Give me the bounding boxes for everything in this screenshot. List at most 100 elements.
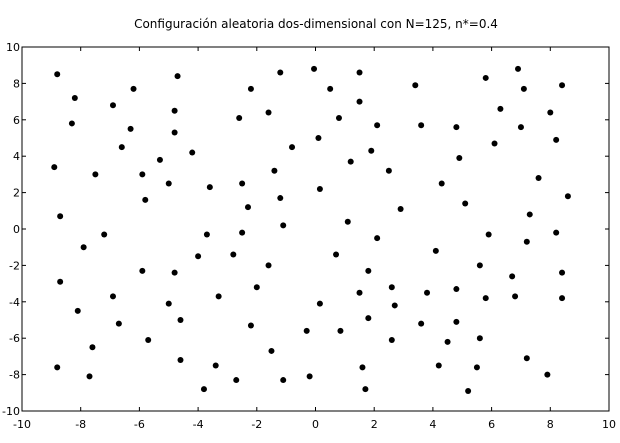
scatter-point <box>523 238 530 245</box>
scatter-point <box>101 231 108 238</box>
scatter-point <box>362 386 369 393</box>
y-tick-label: 2 <box>13 187 20 200</box>
scatter-point <box>315 135 322 141</box>
scatter-point <box>200 386 207 393</box>
scatter-point <box>453 318 460 325</box>
scatter-point <box>365 315 372 322</box>
scatter-point <box>68 120 75 127</box>
scatter-point <box>356 289 363 296</box>
scatter-point <box>473 364 480 371</box>
scatter-point <box>432 247 439 254</box>
scatter-point <box>523 355 530 362</box>
scatter-point <box>239 180 246 187</box>
data-points <box>51 65 571 394</box>
scatter-point <box>559 269 566 276</box>
scatter-point <box>277 195 284 202</box>
scatter-point <box>80 244 87 251</box>
scatter-point <box>74 307 81 314</box>
scatter-point <box>277 69 284 76</box>
scatter-point <box>333 251 340 258</box>
scatter-point <box>311 65 318 72</box>
x-tick-label: -2 <box>251 418 262 431</box>
x-tick-label: 10 <box>602 418 616 431</box>
scatter-point <box>236 114 243 121</box>
scatter-point <box>239 229 246 236</box>
scatter-point <box>233 377 240 384</box>
scatter-point <box>356 69 363 76</box>
y-tick-label: -8 <box>9 369 20 382</box>
scatter-point <box>171 129 178 136</box>
scatter-point <box>359 364 366 371</box>
scatter-point <box>247 322 254 329</box>
y-tick-label: 8 <box>13 77 20 90</box>
scatter-point <box>374 122 381 129</box>
scatter-point <box>174 73 181 80</box>
scatter-point <box>344 218 351 225</box>
scatter-point <box>54 71 61 78</box>
x-tick-label: -4 <box>193 418 204 431</box>
scatter-point <box>127 125 134 132</box>
plot-frame <box>21 46 610 412</box>
axes: -10 -8 -6 -4 -2 0 2 4 6 8 10 -10 -8 -6 -4 -2 0 2 4 6 8 10 <box>2 41 616 431</box>
scatter-point <box>465 387 472 394</box>
scatter-point <box>177 317 184 323</box>
scatter-point <box>51 164 58 171</box>
scatter-point <box>145 337 152 344</box>
scatter-point <box>206 184 213 191</box>
scatter-point <box>564 193 571 200</box>
scatter-point <box>265 262 272 269</box>
scatter-point <box>215 293 222 300</box>
scatter-point <box>316 185 323 192</box>
x-tick-label: -10 <box>13 418 31 431</box>
scatter-point <box>335 114 342 121</box>
scatter-point <box>71 94 78 101</box>
scatter-point <box>165 300 172 307</box>
scatter-point <box>156 156 163 163</box>
scatter-point <box>526 211 533 218</box>
scatter-point <box>139 267 146 274</box>
scatter-point <box>456 155 463 162</box>
scatter-point <box>142 196 149 203</box>
scatter-point <box>388 337 395 344</box>
scatter-point <box>559 82 566 89</box>
x-tick-label: -6 <box>134 418 145 431</box>
scatter-point <box>453 124 460 131</box>
scatter-point <box>271 167 278 174</box>
chart-title: Configuración aleatoria dos-dimensional … <box>134 17 498 31</box>
scatter-point <box>280 222 287 229</box>
scatter-point <box>412 82 419 89</box>
scatter-point <box>485 231 492 238</box>
scatter-point <box>139 171 146 178</box>
scatter-point <box>203 231 210 238</box>
scatter-point <box>171 269 178 276</box>
scatter-point <box>444 338 451 345</box>
y-tick-label: 10 <box>6 41 20 54</box>
scatter-point <box>86 373 93 380</box>
scatter-point <box>497 105 504 112</box>
scatter-point <box>165 180 172 187</box>
scatter-point <box>189 149 196 156</box>
scatter-point <box>424 289 431 296</box>
scatter-point <box>177 357 184 364</box>
scatter-point <box>280 377 287 384</box>
scatter-point <box>491 140 498 147</box>
scatter-point <box>289 144 296 151</box>
x-tick-label: 4 <box>429 418 436 431</box>
scatter-point <box>244 204 251 211</box>
scatter-point <box>265 109 272 116</box>
scatter-point <box>462 200 469 207</box>
scatter-point <box>54 364 61 371</box>
scatter-point <box>109 102 116 109</box>
scatter-point <box>517 124 524 131</box>
scatter-point <box>247 85 254 92</box>
scatter-point <box>374 235 381 242</box>
scatter-point <box>171 107 178 114</box>
x-tick-label: 6 <box>488 418 495 431</box>
scatter-point <box>253 284 260 291</box>
scatter-point <box>130 85 137 92</box>
scatter-point <box>435 362 442 369</box>
x-tick-label: 2 <box>371 418 378 431</box>
scatter-point <box>418 122 425 129</box>
scatter-point <box>559 295 566 302</box>
x-tick-label: -8 <box>75 418 86 431</box>
